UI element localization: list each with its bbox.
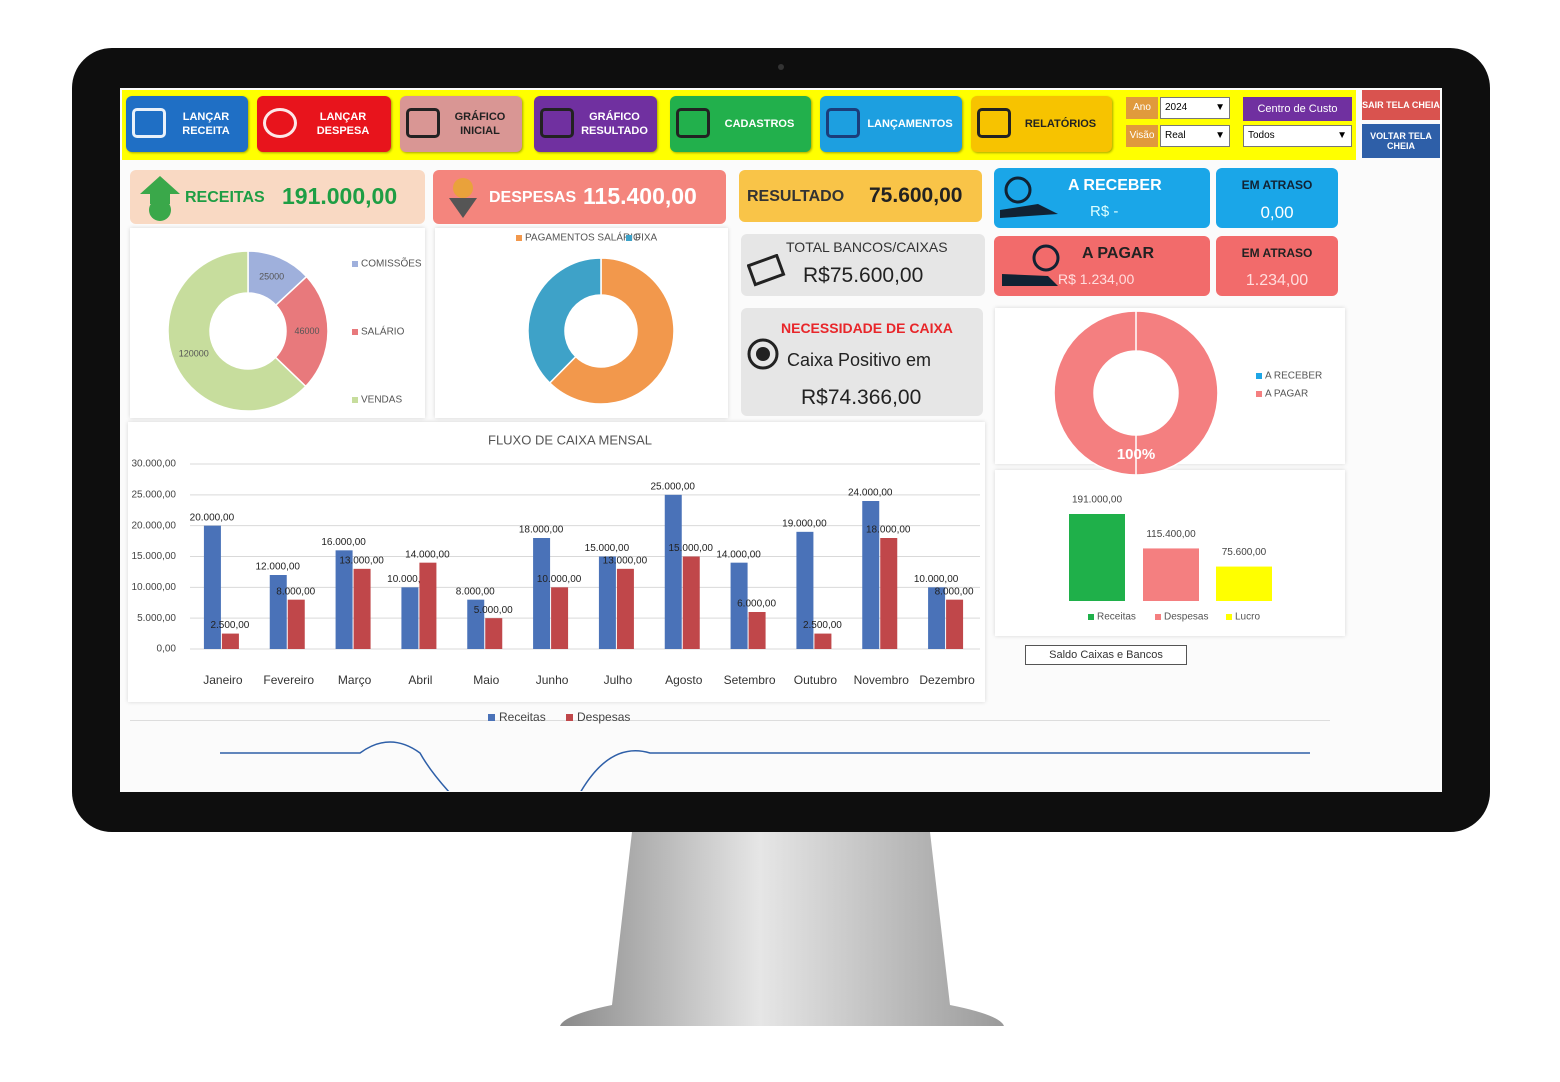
button-saldo[interactable]: Saldo Caixas e Bancos	[1025, 645, 1187, 665]
button-label: RELATÓRIOS	[1024, 118, 1097, 130]
card-em-atraso-pagar: EM ATRASO 1.234,00	[1216, 236, 1338, 296]
button-lancamentos[interactable]: LANÇAMENTOS	[820, 96, 962, 152]
card-value: R$ -	[1090, 203, 1119, 220]
card-value: 1.234,00	[1245, 272, 1309, 289]
button-label: GRÁFICO INICIAL	[454, 111, 506, 137]
button-label: LANÇAR RECEITA	[182, 111, 230, 137]
icon	[747, 338, 779, 370]
panel	[995, 308, 1345, 464]
card-label: DESPESAS	[489, 189, 577, 206]
decorative-line	[220, 741, 1310, 794]
icon	[1002, 244, 1060, 286]
select-value: Todos	[1248, 130, 1275, 141]
card-label: EM ATRASO	[1241, 178, 1313, 192]
card-em-atraso-receber: EM ATRASO 0,00	[1216, 168, 1338, 228]
select-visao[interactable]: Real ▼	[1160, 125, 1230, 147]
monitor-stand	[560, 832, 1004, 1026]
card-value: R$ 1.234,00	[1058, 271, 1135, 287]
card-receitas: RECEITAS 191.000,00	[130, 170, 425, 224]
button-grafico-resultado[interactable]: GRÁFICO RESULTADO	[534, 96, 657, 152]
filter-label: Visão	[1126, 125, 1158, 147]
card-a-pagar: A PAGAR R$ 1.234,00	[994, 236, 1210, 296]
icon	[449, 178, 477, 218]
button-grafico-inicial[interactable]: GRÁFICO INICIAL	[400, 96, 522, 152]
button-cadastros[interactable]: CADASTROS	[670, 96, 811, 152]
panel	[128, 422, 985, 702]
panel	[130, 720, 1330, 794]
card-value: 0,00	[1260, 203, 1294, 222]
camera	[778, 64, 784, 70]
card-value: 191.000,00	[282, 183, 398, 209]
card-status: Caixa Positivo em	[787, 350, 932, 370]
card-label: A RECEBER	[1068, 177, 1162, 194]
button-label: CADASTROS	[724, 118, 795, 130]
select-centro[interactable]: Todos ▼	[1243, 125, 1352, 147]
card-value: R$75.600,00	[803, 264, 924, 287]
card-label: TOTAL BANCOS/CAIXAS	[786, 239, 948, 255]
button-sair-tela-cheia[interactable]: SAIR TELA CHEIA	[1362, 90, 1440, 120]
button-label: GRÁFICO RESULTADO	[581, 111, 648, 137]
select-value: 2024	[1165, 102, 1188, 113]
button-relatorios[interactable]: RELATÓRIOS	[971, 96, 1112, 152]
filter-label: Centro de Custo	[1243, 97, 1352, 121]
card-value: 75.600,00	[869, 184, 963, 207]
card-label: A PAGAR	[1082, 245, 1154, 262]
card-label: RECEITAS	[185, 189, 265, 206]
card-despesas: DESPESAS 115.400,00	[433, 170, 726, 224]
card-label: RESULTADO	[747, 188, 845, 205]
panel	[435, 228, 728, 418]
select-ano[interactable]: 2024 ▼	[1160, 97, 1230, 119]
card-a-receber: A RECEBER R$ -	[994, 168, 1210, 228]
card-value: 115.400,00	[583, 183, 697, 209]
card-total-bancos: TOTAL BANCOS/CAIXAS R$75.600,00	[741, 234, 985, 296]
filter-label: Ano	[1126, 97, 1158, 119]
panel	[995, 470, 1345, 636]
card-resultado: RESULTADO 75.600,00	[739, 170, 982, 222]
button-lancar-despesa[interactable]: LANÇAR DESPESA	[257, 96, 391, 152]
button-lancar-receita[interactable]: LANÇAR RECEITA	[126, 96, 248, 152]
card-label: EM ATRASO	[1241, 246, 1313, 260]
panel	[130, 228, 425, 418]
card-label: NECESSIDADE DE CAIXA	[781, 320, 953, 336]
button-label: LANÇAMENTOS	[867, 118, 953, 130]
icon	[140, 176, 180, 221]
select-value: Real	[1165, 130, 1186, 141]
button-voltar-tela-cheia[interactable]: VOLTAR TELA CHEIA	[1362, 124, 1440, 158]
button-label: LANÇAR DESPESA	[316, 111, 370, 137]
card-necessidade: NECESSIDADE DE CAIXA Caixa Positivo em R…	[741, 308, 983, 416]
card-value: R$74.366,00	[801, 386, 922, 409]
icon	[747, 254, 786, 287]
icon	[1000, 176, 1058, 218]
